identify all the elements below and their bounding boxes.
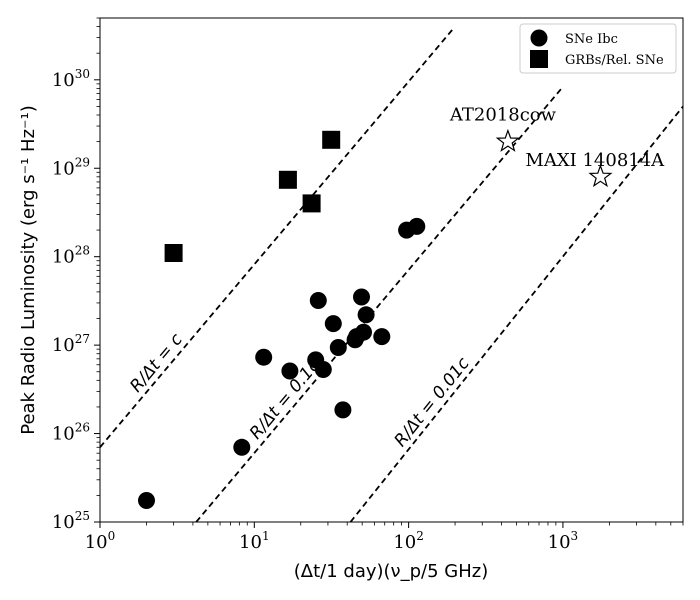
data-point-square	[164, 244, 183, 262]
data-point-circle	[355, 323, 372, 341]
x-axis-label: (Δt/1 day)(ν_p/5 GHz)	[294, 561, 488, 582]
annotation-label: AT2018cow	[449, 105, 557, 126]
y-tick-label: 1026	[52, 421, 90, 445]
annotation-label: MAXI 140814A	[525, 150, 665, 171]
data-point-circle	[324, 315, 342, 333]
y-tick-label: 1030	[52, 67, 90, 91]
reference-line	[349, 105, 683, 522]
y-axis-label: Peak Radio Luminosity (erg s⁻¹ Hz⁻¹)	[18, 105, 39, 435]
legend-label: GRBs/Rel. SNe	[565, 53, 664, 68]
data-point-square	[302, 194, 321, 213]
x-tick-label: 101	[239, 529, 270, 553]
x-tick-label: 103	[548, 529, 579, 553]
y-tick-label: 1029	[52, 155, 90, 179]
y-tick-label: 1025	[52, 509, 90, 533]
x-tick-label: 102	[393, 529, 424, 553]
data-point-circle	[309, 292, 327, 309]
data-point-circle	[281, 362, 299, 380]
data-point-circle	[329, 339, 347, 356]
reference-lines	[100, 27, 683, 522]
data-point-circle	[334, 401, 352, 419]
data-point-circle	[138, 492, 155, 509]
y-tick-label: 1027	[52, 332, 90, 356]
data-point-circle	[314, 361, 332, 378]
data-point-square	[278, 170, 297, 189]
annotation-star-marker	[495, 128, 521, 152]
legend-label: SNe Ibc	[565, 32, 618, 47]
annotation-star-marker	[588, 164, 613, 188]
data-point-circle	[353, 288, 370, 306]
y-axis-ticks: 1025 1026 1027 1028 1029 1030	[52, 17, 100, 533]
data-point-circle	[233, 438, 251, 456]
legend-box	[519, 23, 677, 74]
legend: SNe Ibc GRBs/Rel. SNe	[519, 23, 677, 74]
reference-line	[100, 27, 455, 448]
data-point-square	[322, 130, 341, 149]
reference-line	[195, 87, 563, 522]
annotations: AT2018cow MAXI 140814A	[449, 105, 665, 188]
data-points	[138, 130, 426, 509]
x-tick-label: 100	[85, 529, 116, 553]
data-point-circle	[255, 348, 273, 366]
legend-circle-marker	[530, 29, 548, 47]
plot-area	[100, 18, 683, 522]
legend-square-marker	[530, 50, 548, 68]
data-point-circle	[357, 306, 375, 324]
data-point-circle	[373, 328, 391, 346]
data-point-circle	[408, 217, 426, 235]
x-axis-ticks: 100 101 102 103	[85, 522, 684, 553]
y-tick-label: 1028	[52, 244, 90, 268]
